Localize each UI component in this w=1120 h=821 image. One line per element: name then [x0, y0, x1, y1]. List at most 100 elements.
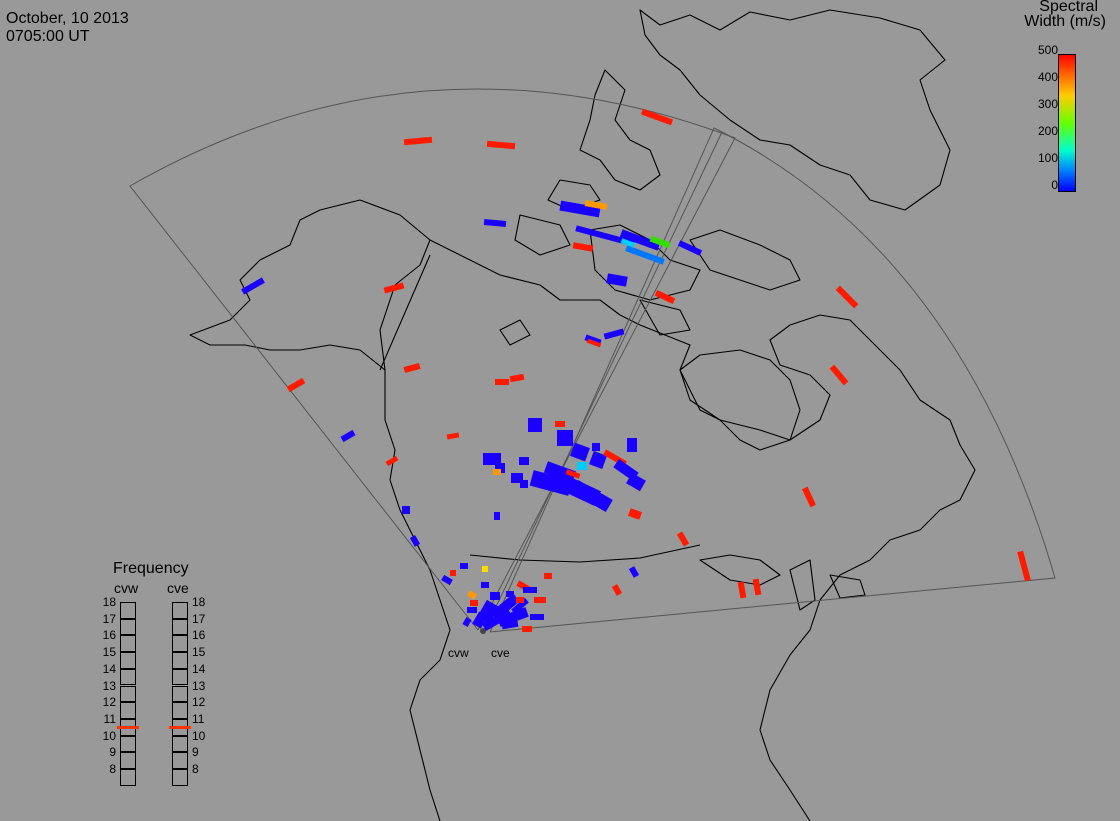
echo-cell [490, 593, 520, 621]
echo-cell [543, 461, 577, 483]
time-label: 0705:00 UT [6, 28, 90, 45]
frequency-marker [117, 726, 139, 730]
echo-cell [462, 617, 472, 627]
echo-cell [519, 457, 529, 465]
frequency-tick-label: 15 [102, 645, 116, 660]
frequency-cell [120, 602, 136, 619]
frequency-marker [169, 726, 191, 730]
echo-cell [649, 235, 671, 249]
echo-cell [586, 338, 602, 348]
site-label-west: cvw [448, 646, 469, 660]
echo-cell [557, 430, 573, 446]
frequency-tick-label: 17 [192, 611, 206, 626]
colorbar-tick: 500 [1037, 43, 1058, 57]
echo-cell [640, 108, 674, 126]
echo-cell [530, 614, 544, 620]
frequency-tick-label: 14 [102, 661, 116, 676]
frequency-cell [172, 752, 188, 769]
echo-cell [402, 506, 410, 514]
frequency-title: Frequency [113, 560, 189, 577]
echo-cell [835, 285, 859, 309]
echo-cell [483, 453, 501, 465]
frequency-cell [172, 652, 188, 669]
echo-cell [737, 581, 747, 599]
echo-cell [241, 277, 265, 295]
date-label: October, 10 2013 [6, 10, 129, 27]
colorbar-units: Width (m/s) [1024, 13, 1106, 30]
fov-west-outline [129, 88, 736, 631]
echo-cell [676, 531, 690, 547]
echo-cell [626, 472, 646, 492]
frequency-tick-label: 15 [192, 645, 206, 660]
echo-cell [497, 607, 529, 627]
echo-cell [522, 626, 532, 632]
echo-cell [446, 432, 460, 440]
echo-cell [752, 578, 762, 596]
frequency-cell [172, 735, 188, 753]
echo-cell [611, 584, 623, 596]
colorbar-title: Spectral [1039, 0, 1098, 15]
echo-cell [460, 563, 468, 569]
colorbar-gradient [1058, 54, 1076, 192]
greenland-coast [639, 9, 951, 211]
frequency-tick-label: 16 [192, 628, 206, 643]
echo-cell [1017, 550, 1031, 582]
echo-cell [528, 418, 542, 432]
echo-cell [450, 570, 456, 576]
site-label-east: cve [491, 646, 510, 660]
echo-cell [495, 463, 505, 473]
frequency-tick-label: 18 [192, 595, 206, 609]
frequency-cell [172, 685, 188, 703]
frequency-tick-label: 16 [102, 628, 116, 643]
colorbar-tick: 300 [1037, 97, 1058, 111]
frequency-tick-label: 8 [109, 762, 116, 776]
echo-cell [802, 486, 816, 508]
echo-cell [511, 597, 529, 615]
frequency-cell [120, 752, 136, 769]
echo-cell [467, 590, 477, 600]
echo-cell [829, 364, 849, 386]
alaska-canada-border [379, 254, 431, 371]
echo-cell [584, 200, 608, 210]
echo-cell [493, 469, 501, 475]
echo-cell [572, 242, 594, 252]
echo-cell [509, 373, 525, 383]
echo-cell [570, 442, 590, 462]
echo-cell [520, 480, 528, 488]
echo-cell [506, 591, 514, 597]
echo-cell [383, 282, 405, 294]
frequency-tick-label: 8 [192, 762, 199, 776]
echo-cell [577, 462, 587, 470]
frequency-tick-label: 12 [102, 695, 116, 710]
echo-cell [409, 535, 421, 547]
frequency-tick-label: 17 [102, 611, 116, 626]
echo-cell [385, 455, 399, 467]
echo-cell [620, 238, 636, 248]
echo-cell [628, 566, 640, 578]
frequency-cell [120, 702, 136, 719]
frequency-tick-label: 11 [103, 711, 116, 726]
frequency-cell [172, 635, 188, 653]
echo-cell [472, 611, 488, 629]
frequency-cell [172, 769, 188, 786]
echo-cell [483, 219, 507, 227]
echo-cell [565, 469, 581, 479]
frequency-cell [120, 735, 136, 753]
echo-cell [534, 597, 546, 603]
echo-cell [495, 379, 509, 385]
echo-cell [544, 573, 552, 579]
echo-cell [606, 273, 628, 287]
echo-cell [482, 609, 512, 631]
colorbar-tick: 0 [1051, 178, 1058, 192]
echo-cell [501, 620, 519, 630]
echo-cell [441, 574, 453, 586]
echo-cell [592, 443, 600, 451]
frequency-cell [172, 668, 188, 686]
echo-cell [403, 363, 421, 373]
frequency-cell [120, 668, 136, 686]
echo-cell [603, 328, 625, 340]
echo-cell [403, 136, 433, 146]
echo-cell [494, 512, 500, 520]
echo-cell [625, 245, 665, 265]
